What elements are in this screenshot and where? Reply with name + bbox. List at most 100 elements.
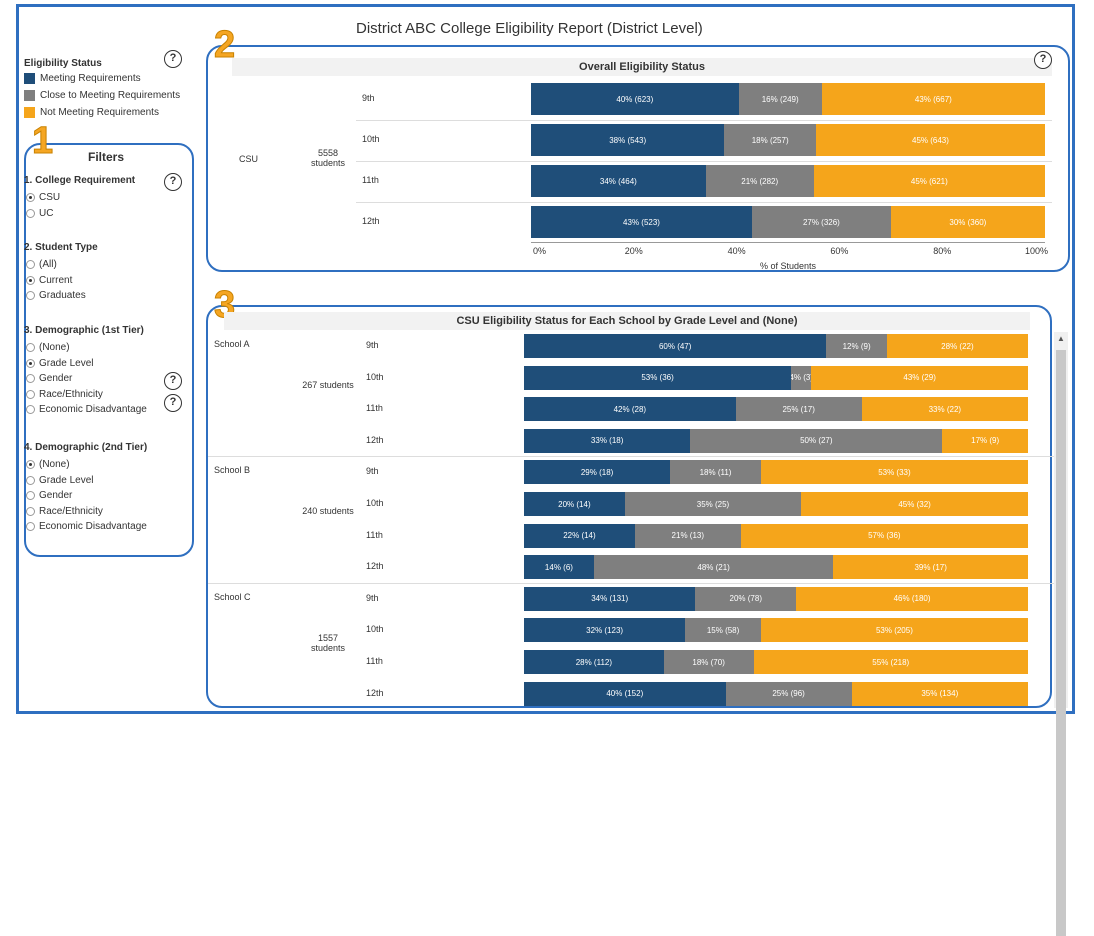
filter-option-gender[interactable]: Gender: [26, 373, 72, 384]
school-students: 267 students: [302, 380, 354, 390]
scrollbar-thumb[interactable]: [1056, 350, 1066, 936]
legend-swatch: [24, 73, 35, 84]
filter-option-label: Gender: [39, 373, 73, 384]
filter-option-race-ethnicity[interactable]: Race/Ethnicity: [26, 506, 103, 517]
legend-item-label: Close to Meeting Requirements: [40, 90, 181, 101]
school-students: 240 students: [302, 506, 354, 517]
bar-segment: 43% (523): [531, 206, 753, 238]
bar-segment: 60% (47): [524, 334, 827, 358]
radio-button[interactable]: [26, 389, 35, 399]
radio-button[interactable]: [26, 460, 35, 469]
bar-segment: 27% (326): [752, 206, 891, 238]
filter-option-label: UC: [39, 207, 54, 219]
bar-segment: 29% (18): [524, 460, 671, 485]
filter-group-title: 2. Student Type: [24, 242, 98, 253]
callout-1: 1: [31, 120, 54, 162]
bar-segment: 18% (70): [663, 650, 754, 674]
bar-segment: 53% (205): [760, 618, 1028, 643]
bar-segment: 28% (22): [886, 334, 1028, 358]
filter-option-current[interactable]: Current: [26, 275, 72, 286]
filter-option-grade-level[interactable]: Grade Level: [26, 358, 93, 369]
bar-segment: 21% (282): [705, 165, 814, 197]
radio-button[interactable]: [26, 275, 35, 285]
filter-help-icon[interactable]: ?: [164, 394, 182, 412]
stacked-bar: 32% (123) 15% (58) 53% (205): [524, 618, 1028, 643]
legend-item-label: Not Meeting Requirements: [40, 107, 159, 118]
filter-help-icon[interactable]: ?: [164, 173, 182, 191]
bar-segment: 48% (21): [593, 555, 834, 580]
bar-segment: 43% (29): [811, 365, 1028, 390]
radio-button[interactable]: [26, 358, 35, 368]
bar-segment: 34% (131): [524, 586, 696, 611]
filter-option-race-ethnicity[interactable]: Race/Ethnicity: [26, 389, 103, 400]
grade-label: 10th: [366, 371, 384, 382]
grade-label: 9th: [366, 466, 379, 477]
bar-segment: 14% (6): [524, 555, 594, 580]
filter-option-label: (None): [39, 342, 70, 353]
scroll-up-arrow-icon[interactable]: ▲: [1057, 334, 1065, 343]
radio-button[interactable]: [26, 260, 35, 269]
grade-label: 9th: [362, 93, 375, 103]
legend-help-icon[interactable]: ?: [164, 50, 182, 68]
bar-segment: 50% (27): [690, 428, 943, 453]
bar-segment: 33% (22): [861, 397, 1028, 422]
radio-button[interactable]: [26, 475, 35, 485]
legend-item: Meeting Requirements: [24, 73, 141, 84]
stacked-bar: 33% (18) 50% (27) 17% (9): [524, 428, 1028, 453]
radio-button[interactable]: [26, 343, 35, 352]
radio-button[interactable]: [26, 491, 35, 500]
school-name: School A: [214, 339, 250, 349]
grade-label: 11th: [366, 403, 383, 414]
radio-button[interactable]: [26, 374, 35, 383]
bar-segment: 34% (464): [531, 165, 706, 197]
row-divider: [356, 120, 1052, 121]
filter-option-label: Economic Disadvantage: [39, 404, 147, 415]
filter-option-csu[interactable]: CSU: [26, 192, 60, 203]
filters-title: Filters: [87, 150, 124, 164]
overall-x-axis-label: % of Students: [760, 261, 817, 271]
legend-item: Not Meeting Requirements: [24, 107, 159, 118]
bar-segment: 53% (33): [760, 460, 1028, 485]
vertical-scrollbar[interactable]: ▲: [1054, 332, 1068, 936]
x-axis-line: [531, 242, 1045, 243]
filter-option-label: CSU: [39, 192, 61, 203]
bar-segment: 12% (9): [826, 334, 887, 358]
grade-label: 12th: [362, 216, 380, 226]
filter-option-uc[interactable]: UC: [26, 208, 53, 219]
bar-segment: 57% (36): [740, 523, 1028, 548]
stacked-bar: 53% (36)4% (3)43% (29): [524, 365, 1028, 390]
bar-segment: 18% (257): [724, 124, 816, 156]
filter-option-label: Gender: [39, 490, 73, 501]
bar-segment: 18% (11): [670, 460, 761, 485]
radio-button[interactable]: [26, 193, 35, 202]
bar-segment: 28% (112): [524, 650, 664, 674]
radio-button[interactable]: [26, 405, 35, 414]
overall-help-icon[interactable]: ?: [1034, 51, 1052, 69]
filter-help-icon[interactable]: ?: [164, 372, 182, 390]
bar-segment: 33% (18): [524, 428, 691, 453]
filter-option-grade-level[interactable]: Grade Level: [26, 475, 93, 486]
filter-option-none[interactable]: (None): [26, 342, 70, 353]
bar-segment: 40% (623): [531, 83, 739, 115]
bar-segment: 39% (17): [833, 555, 1028, 580]
radio-button[interactable]: [26, 291, 35, 300]
grade-label: 12th: [366, 434, 384, 445]
radio-button[interactable]: [26, 506, 35, 516]
filter-option-graduates[interactable]: Graduates: [26, 290, 86, 301]
bar-segment: 22% (14): [524, 523, 635, 548]
filter-group-title: 3. Demographic (1st Tier): [24, 325, 144, 336]
bar-segment: 16% (249): [738, 83, 822, 115]
overall-group-label: CSU: [239, 154, 259, 164]
overall-chart-title: Overall Eligibility Status: [232, 58, 1052, 76]
filter-option-none[interactable]: (None): [26, 459, 70, 470]
bar-segment: 45% (32): [801, 492, 1028, 516]
school-divider: [208, 582, 1054, 584]
filter-option-all[interactable]: (All): [26, 259, 57, 270]
bar-segment: 53% (36): [524, 365, 792, 390]
filter-option-gender[interactable]: Gender: [26, 490, 72, 501]
filter-option-economic-disadvantage[interactable]: Economic Disadvantage: [26, 521, 147, 532]
radio-button[interactable]: [26, 522, 35, 531]
radio-button[interactable]: [26, 208, 35, 218]
filter-option-economic-disadvantage[interactable]: Economic Disadvantage: [26, 404, 147, 415]
grade-label: 11th: [366, 656, 383, 666]
